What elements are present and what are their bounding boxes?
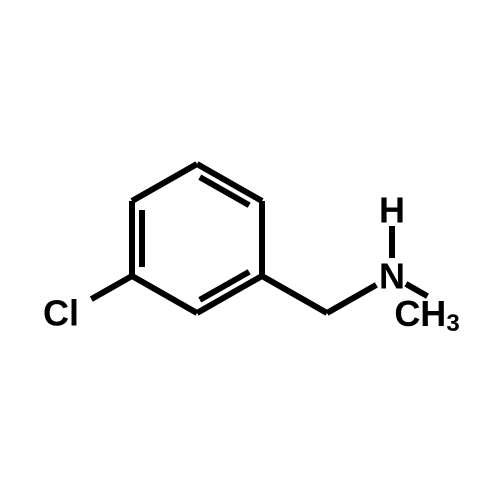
atom-label-cl: Cl [43, 293, 79, 334]
atom-label-n: N [379, 256, 405, 297]
atom-label-ch3: CH3 [394, 293, 459, 337]
atom-label-h: H [379, 190, 405, 231]
molecule-diagram: Cl NH CH3 [0, 0, 500, 500]
